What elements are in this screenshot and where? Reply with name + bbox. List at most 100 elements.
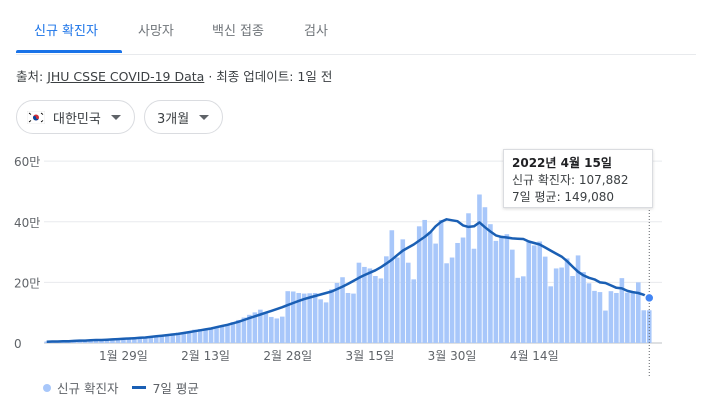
bar — [88, 340, 93, 343]
bar — [537, 241, 543, 343]
bar — [307, 293, 312, 343]
bar — [384, 256, 389, 343]
range-label: 3개월 — [157, 111, 190, 127]
y-tick-label: 0 — [14, 337, 22, 351]
bar — [427, 231, 433, 343]
legend-line-label: 7일 평균 — [152, 381, 199, 396]
bar — [636, 282, 641, 343]
x-tick-label: 2월 28일 — [263, 349, 312, 363]
bar — [99, 339, 104, 343]
bar — [296, 292, 302, 343]
bar — [564, 258, 570, 343]
source-prefix: 출처: — [16, 69, 44, 84]
bar — [438, 219, 444, 343]
bar — [247, 314, 252, 343]
bar — [614, 292, 619, 343]
bar — [515, 277, 521, 343]
bar — [641, 310, 647, 343]
bar — [597, 292, 603, 343]
bar — [531, 245, 537, 343]
bar — [619, 278, 625, 343]
bar — [104, 339, 110, 343]
bar — [126, 338, 132, 343]
tab-vaccinations[interactable]: 백신 접종 — [212, 24, 264, 39]
tooltip-date: 2022년 4월 15일 — [512, 156, 612, 170]
tab-tests[interactable]: 검사 — [304, 24, 328, 39]
y-tick-label: 20만 — [14, 276, 40, 290]
bar — [351, 293, 356, 343]
tab-bar: 신규 확진자 사망자 백신 접종 검사 — [16, 0, 696, 55]
bar — [449, 257, 455, 343]
bar — [312, 292, 318, 343]
bar — [214, 326, 219, 343]
bar — [318, 299, 323, 343]
range-select[interactable]: 3개월 — [144, 100, 223, 134]
y-tick-label: 60만 — [14, 155, 40, 169]
bar — [340, 277, 345, 343]
bar — [367, 268, 373, 343]
bar — [460, 237, 466, 343]
bar — [493, 240, 499, 343]
bar — [356, 262, 362, 343]
korea-flag-icon — [27, 110, 45, 124]
x-tick-label: 3월 30일 — [428, 349, 477, 363]
bar — [542, 256, 548, 343]
bar — [175, 332, 181, 343]
bar — [225, 324, 230, 343]
bar — [269, 316, 274, 343]
bar — [258, 309, 263, 343]
bar — [575, 255, 581, 343]
legend-bar-swatch — [43, 383, 51, 392]
bar — [471, 248, 477, 343]
average-line — [46, 218, 650, 344]
bar — [219, 325, 225, 343]
bar — [148, 336, 154, 343]
bar — [230, 322, 236, 343]
bar — [411, 279, 417, 343]
bar — [416, 226, 422, 343]
bar — [329, 289, 334, 343]
bar — [192, 329, 197, 343]
tab-new-cases[interactable]: 신규 확진자 — [34, 24, 98, 39]
bar — [186, 332, 192, 343]
bar — [394, 257, 400, 343]
source-link[interactable]: JHU CSSE COVID-19 Data — [47, 69, 205, 84]
chevron-down-icon — [199, 114, 210, 120]
x-tick-label: 3월 15일 — [346, 349, 395, 363]
bar — [121, 338, 126, 343]
bar — [553, 268, 559, 343]
chart-legend: 신규 확진자 7일 평균 — [43, 378, 199, 397]
hover-point — [644, 292, 655, 304]
x-tick-label: 1월 29일 — [99, 349, 148, 363]
x-tick-label: 2월 13일 — [181, 349, 230, 363]
bar — [389, 230, 395, 343]
bar — [378, 278, 384, 343]
y-tick-label: 40만 — [14, 216, 40, 230]
bar — [137, 337, 143, 343]
x-tick-label: 4월 14일 — [510, 349, 559, 363]
bar — [625, 292, 630, 343]
bar — [290, 291, 296, 343]
bar — [323, 302, 329, 343]
bar — [132, 337, 137, 343]
bar — [433, 243, 438, 343]
bar — [586, 283, 592, 343]
bar — [236, 319, 241, 343]
bar — [115, 338, 121, 343]
bar — [263, 313, 269, 343]
bar — [345, 292, 351, 343]
bar — [526, 241, 532, 343]
bar — [548, 286, 553, 343]
bar — [570, 276, 575, 343]
bar — [203, 328, 208, 343]
active-tab-indicator — [16, 50, 122, 53]
tab-deaths[interactable]: 사망자 — [138, 24, 174, 39]
cases-chart[interactable]: 0 20만 40만 60만 1월 29일 2월 13일 2월 28일 3월 15일 3월 30일… — [0, 140, 716, 378]
bar — [510, 249, 515, 343]
bar — [181, 332, 186, 343]
country-select[interactable]: 대한민국 — [16, 100, 135, 134]
bar — [197, 329, 203, 343]
chevron-down-icon — [110, 114, 121, 120]
bar — [559, 267, 564, 343]
bar — [93, 339, 99, 343]
